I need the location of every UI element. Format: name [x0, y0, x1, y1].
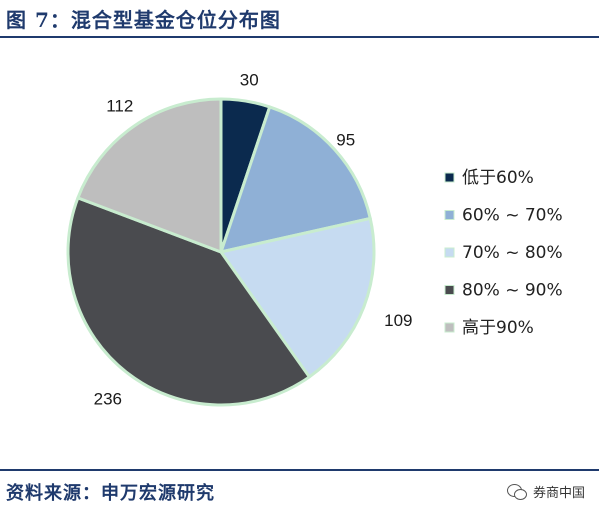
- data-label-slice-5: 112: [106, 97, 133, 116]
- chart-title: 图 7：混合型基金仓位分布图: [6, 8, 281, 32]
- watermark-text: 券商中国: [532, 486, 585, 501]
- footer-divider: [0, 469, 599, 471]
- pie-slices: [66, 97, 376, 407]
- legend-swatch-slice-2: [444, 210, 455, 220]
- source-note: 资料来源：申万宏源研究: [6, 483, 215, 504]
- legend-swatch-slice-4: [444, 285, 455, 295]
- data-label-slice-1: 30: [240, 70, 259, 89]
- pie-data-labels: 30 95 109 236 112: [94, 70, 413, 408]
- legend-label-slice-5: 高于90%: [462, 318, 534, 338]
- legend-label-slice-2: 60% ~ 70%: [462, 206, 563, 226]
- pie-chart: 30 95 109 236 112 低于60% 60% ~ 70% 70% ~ 80% 80%…: [66, 70, 563, 408]
- legend-swatch-slice-3: [444, 247, 455, 258]
- watermark: 券商中国: [506, 482, 585, 501]
- pie-slice-2: [219, 105, 372, 254]
- legend-swatch-slice-1: [444, 172, 455, 183]
- wechat-icon: [506, 483, 527, 500]
- legend-label-slice-1: 低于60%: [462, 168, 534, 188]
- legend-label-slice-3: 70% ~ 80%: [462, 243, 563, 263]
- data-label-slice-3: 109: [384, 311, 412, 330]
- data-label-slice-2: 95: [336, 131, 355, 150]
- legend: 低于60% 60% ~ 70% 70% ~ 80% 80% ~ 90% 高于90%: [444, 168, 563, 338]
- pie-slice-3: [219, 216, 376, 379]
- data-label-slice-4: 236: [94, 389, 122, 408]
- legend-label-slice-4: 80% ~ 90%: [462, 281, 563, 301]
- pie-slice-4: [66, 196, 311, 407]
- pie-slice-5: [76, 97, 223, 254]
- legend-swatch-slice-5: [444, 322, 455, 333]
- title-bar: 图 7：混合型基金仓位分布图: [0, 0, 599, 38]
